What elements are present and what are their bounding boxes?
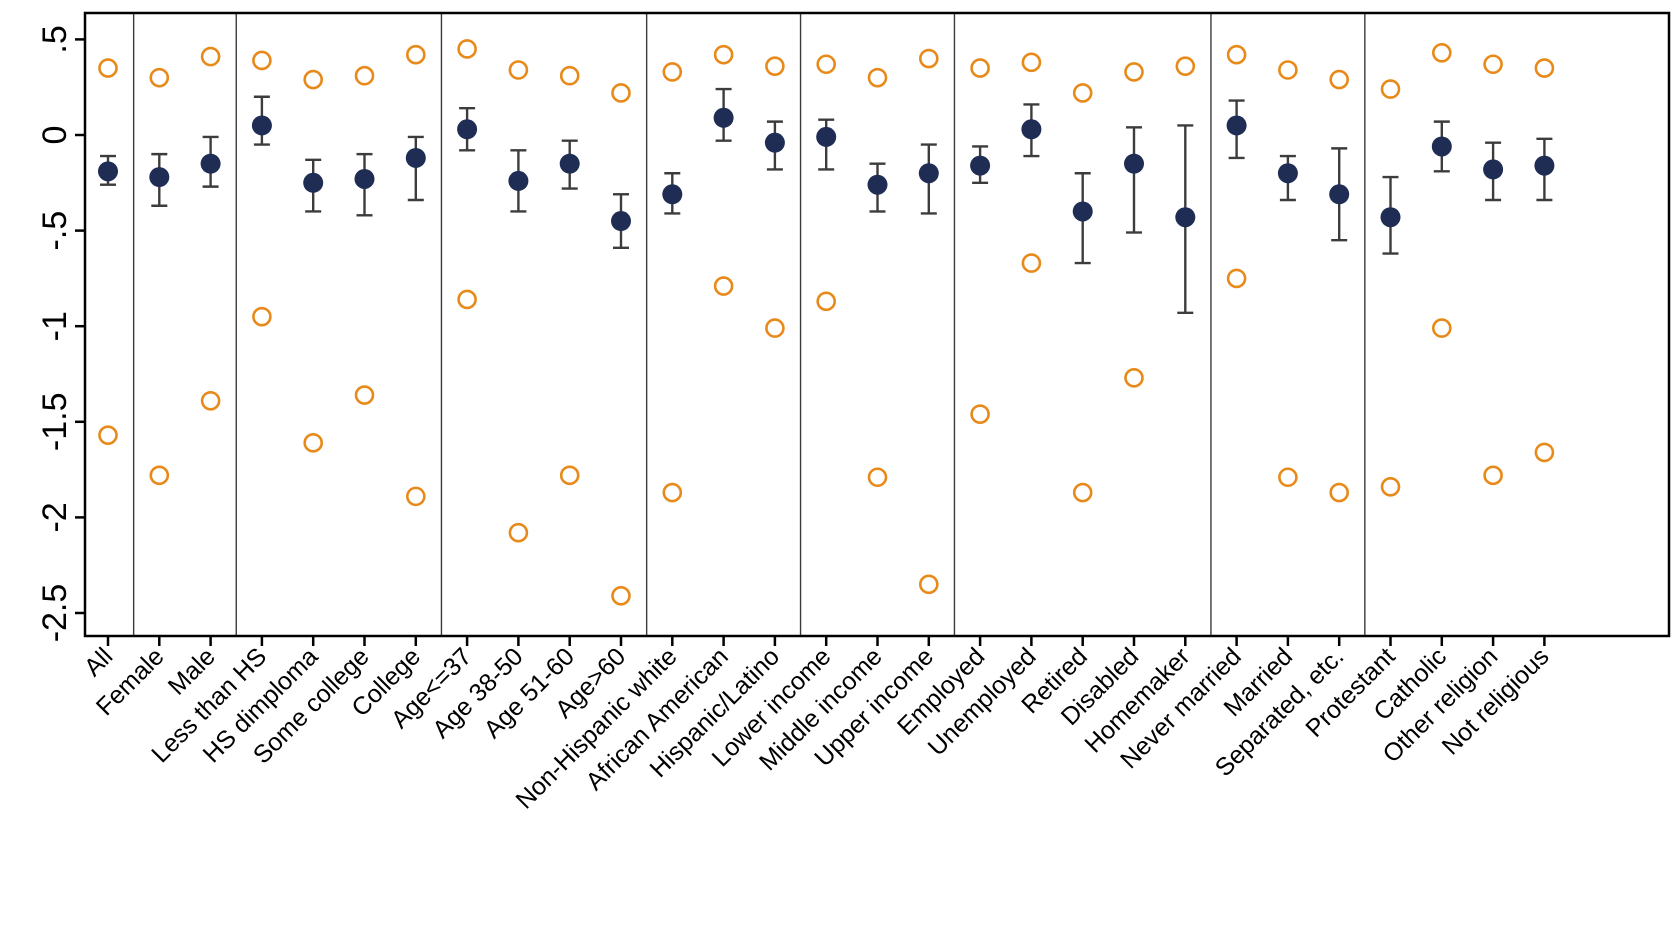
lower-marker (508, 522, 529, 543)
lower-marker (970, 404, 990, 424)
estimate-point (559, 153, 580, 174)
lower-marker (200, 390, 221, 411)
lower-marker (457, 289, 477, 310)
lower-marker (611, 585, 631, 606)
estimate-point (713, 107, 734, 128)
upper-marker (354, 65, 375, 86)
lower-marker (252, 306, 272, 327)
estimate-point (1431, 136, 1452, 157)
lower-marker (1432, 318, 1452, 338)
upper-marker (508, 60, 529, 80)
upper-marker (765, 56, 785, 76)
estimate-point (200, 153, 221, 174)
upper-marker (1278, 60, 1298, 80)
upper-marker (970, 58, 990, 78)
upper-marker (918, 48, 939, 69)
estimate-point (662, 184, 683, 205)
upper-marker (149, 67, 170, 88)
estimate-point (816, 126, 837, 147)
lower-marker (1329, 482, 1349, 503)
lower-marker (1124, 368, 1144, 388)
estimate-point (457, 119, 478, 140)
lower-marker (405, 486, 426, 507)
estimate-point (1534, 155, 1555, 176)
upper-marker (1175, 56, 1196, 76)
upper-marker (1432, 42, 1452, 63)
y-tick-label: -2.5 (36, 584, 74, 643)
lower-marker (918, 574, 939, 595)
lower-marker (816, 291, 837, 312)
estimate-point (354, 168, 375, 189)
lower-marker (1380, 477, 1401, 497)
upper-marker (816, 54, 837, 75)
y-tick-label: 0 (36, 126, 74, 145)
upper-marker (303, 69, 324, 90)
upper-marker (1021, 52, 1042, 73)
upper-marker (1226, 44, 1247, 65)
upper-marker (1124, 62, 1144, 82)
estimate-point (970, 155, 991, 176)
y-tick-label: .5 (36, 25, 74, 53)
upper-marker (457, 39, 477, 59)
y-tick-label: -.5 (36, 211, 74, 251)
y-tick-label: -2 (36, 502, 74, 532)
estimate-point (764, 132, 785, 153)
estimate-point (251, 115, 272, 136)
estimate-point (98, 161, 118, 182)
upper-marker (713, 44, 734, 65)
estimate-point (508, 170, 529, 191)
estimate-point (1226, 115, 1247, 136)
lower-marker (1534, 442, 1555, 463)
upper-marker (252, 50, 272, 71)
estimate-point (1329, 184, 1350, 205)
x-tick-label: All (79, 642, 118, 681)
estimate-point (1175, 207, 1196, 228)
y-tick-label: -1 (36, 311, 74, 341)
lower-marker (867, 467, 888, 488)
y-tick-label: -1.5 (36, 393, 74, 452)
estimate-point (867, 174, 888, 195)
upper-marker (611, 83, 631, 103)
upper-marker (662, 62, 683, 82)
estimate-point (1124, 153, 1144, 174)
upper-marker (405, 44, 426, 65)
estimate-point (1021, 119, 1042, 140)
upper-marker (1329, 69, 1349, 90)
lower-marker (1226, 268, 1247, 289)
upper-marker (1534, 58, 1555, 78)
estimate-point (1380, 207, 1401, 228)
lower-marker (662, 482, 683, 503)
lower-marker (559, 465, 580, 486)
lower-marker (713, 276, 734, 296)
estimate-point (303, 172, 324, 193)
lower-marker (303, 433, 324, 453)
estimate-point (405, 147, 426, 168)
estimate-point (918, 163, 939, 184)
estimate-point (611, 211, 631, 232)
plot-frame (83, 11, 1671, 638)
estimate-point (1483, 159, 1504, 180)
lower-marker (1072, 482, 1093, 503)
lower-marker (1278, 467, 1298, 488)
upper-marker (1380, 79, 1401, 99)
lower-marker (354, 385, 375, 405)
estimate-point (1072, 201, 1093, 222)
estimate-point (1277, 163, 1298, 184)
estimate-point (149, 167, 170, 188)
lower-marker (98, 425, 118, 445)
upper-marker (200, 46, 221, 67)
lower-marker (765, 318, 785, 338)
lower-marker (1483, 465, 1503, 486)
lower-marker (149, 465, 170, 486)
upper-marker (98, 58, 118, 78)
upper-marker (1483, 54, 1503, 75)
lower-marker (1021, 253, 1042, 273)
upper-marker (867, 67, 888, 88)
upper-marker (559, 65, 580, 86)
upper-marker (1072, 83, 1093, 103)
